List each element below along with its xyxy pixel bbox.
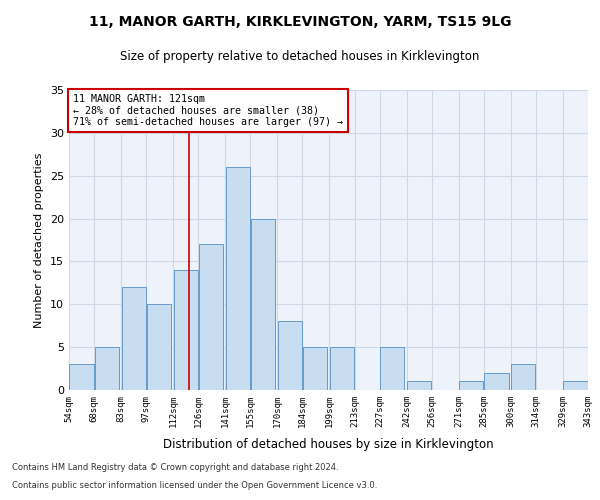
- Text: 11 MANOR GARTH: 121sqm
← 28% of detached houses are smaller (38)
71% of semi-det: 11 MANOR GARTH: 121sqm ← 28% of detached…: [73, 94, 343, 128]
- Bar: [251, 218, 275, 390]
- Text: Contains public sector information licensed under the Open Government Licence v3: Contains public sector information licen…: [12, 481, 377, 490]
- Bar: [95, 347, 119, 390]
- Bar: [563, 382, 587, 390]
- Bar: [380, 347, 404, 390]
- Bar: [199, 244, 223, 390]
- Bar: [407, 382, 431, 390]
- Text: 11, MANOR GARTH, KIRKLEVINGTON, YARM, TS15 9LG: 11, MANOR GARTH, KIRKLEVINGTON, YARM, TS…: [89, 15, 511, 29]
- Bar: [173, 270, 198, 390]
- Bar: [70, 364, 94, 390]
- Bar: [278, 322, 302, 390]
- Bar: [122, 287, 146, 390]
- Text: Contains HM Land Registry data © Crown copyright and database right 2024.: Contains HM Land Registry data © Crown c…: [12, 464, 338, 472]
- X-axis label: Distribution of detached houses by size in Kirklevington: Distribution of detached houses by size …: [163, 438, 494, 451]
- Bar: [226, 167, 250, 390]
- Text: Size of property relative to detached houses in Kirklevington: Size of property relative to detached ho…: [121, 50, 479, 63]
- Bar: [303, 347, 327, 390]
- Bar: [484, 373, 509, 390]
- Bar: [459, 382, 484, 390]
- Y-axis label: Number of detached properties: Number of detached properties: [34, 152, 44, 328]
- Bar: [511, 364, 535, 390]
- Bar: [330, 347, 354, 390]
- Bar: [146, 304, 171, 390]
